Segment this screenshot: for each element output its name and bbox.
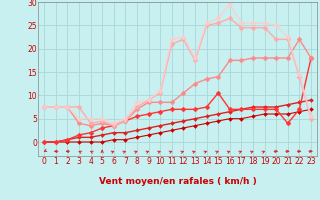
X-axis label: Vent moyen/en rafales ( km/h ): Vent moyen/en rafales ( km/h ) <box>99 178 256 186</box>
